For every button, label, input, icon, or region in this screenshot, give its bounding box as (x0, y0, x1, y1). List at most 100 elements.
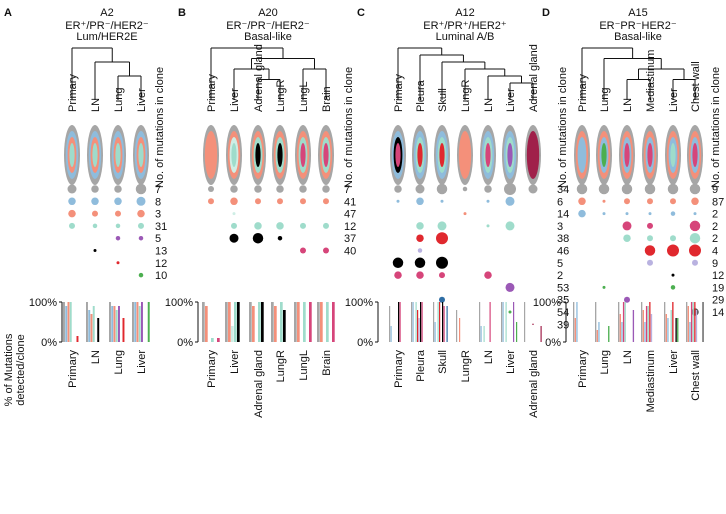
bar (641, 302, 643, 342)
bar (420, 302, 422, 342)
sample-label: LN (90, 98, 102, 112)
tumour-ellipse (601, 143, 607, 167)
clone-bubble (276, 185, 284, 193)
bar (483, 326, 485, 342)
bar (90, 314, 93, 342)
clone-bubble (300, 247, 306, 254)
tumour-ellipse (395, 143, 401, 167)
bar (687, 306, 689, 342)
clone-count: 13 (155, 246, 167, 258)
bar (97, 318, 100, 342)
bar (437, 302, 439, 342)
clone-bubble (416, 222, 424, 230)
panel-subtitle: ER⁺/PR⁻/HER2⁻ (65, 20, 149, 32)
bar (234, 302, 237, 342)
bar (479, 302, 481, 342)
clone-bubble (392, 257, 404, 269)
bar (598, 322, 600, 342)
clone-bubble (602, 285, 606, 289)
bar (644, 322, 646, 342)
sample-label: Liver (505, 350, 517, 374)
sample-label: Pleura (415, 349, 427, 382)
bar (252, 306, 255, 342)
bar (280, 302, 283, 342)
bar (138, 306, 141, 342)
sample-label: Liver (229, 88, 241, 112)
bar (576, 302, 578, 342)
tumour-ellipse (92, 143, 98, 167)
clone-bubble (689, 232, 701, 244)
clone-bubble (114, 197, 122, 206)
sample-label: Primary (67, 350, 79, 388)
bar (502, 302, 504, 342)
clone-count: 7 (344, 184, 350, 196)
clone-count: 3 (155, 209, 161, 221)
bar (624, 302, 626, 342)
clone-count: 41 (344, 196, 356, 208)
bar (249, 302, 252, 342)
bar (622, 302, 625, 342)
panel-title: A20 (258, 7, 278, 19)
clone-count: 4 (712, 246, 718, 258)
clone-axis-label: No. of mutations in clone (343, 67, 355, 188)
clone-bubble (484, 185, 492, 193)
bar (672, 302, 674, 342)
bar (202, 302, 205, 342)
clone-bubble (504, 183, 516, 195)
clone-bubble (602, 199, 606, 203)
bar (320, 302, 323, 342)
sample-label: Lung (113, 88, 125, 112)
clone-bubble (277, 235, 283, 241)
clone-bubble (532, 323, 534, 326)
sample-label: LungR (275, 80, 287, 112)
bar (649, 302, 651, 342)
sample-label: Liver (136, 350, 148, 374)
y-tick-label: 0% (41, 337, 57, 349)
clone-bubble (689, 183, 701, 195)
bar (702, 302, 704, 342)
bar (632, 310, 635, 342)
clone-count: 2 (712, 209, 718, 221)
tumour-ellipse (204, 131, 218, 179)
sample-label: Adrenal gland (528, 350, 540, 418)
sample-label: Primary (206, 350, 218, 388)
clone-bubble (486, 199, 490, 203)
bar (642, 310, 644, 342)
clone-bubble (689, 244, 701, 257)
y-tick-label: 100% (533, 297, 561, 309)
sample-label: Adrenal gland (253, 44, 265, 112)
bar (115, 310, 118, 342)
panel-letter: D (542, 7, 550, 19)
clone-count: 10 (155, 270, 167, 282)
bar (86, 302, 88, 342)
sample-label: LN (622, 350, 634, 364)
bar (122, 318, 125, 342)
sample-label: LN (90, 350, 102, 364)
clone-bubble (138, 222, 144, 229)
bar (326, 302, 329, 342)
sample-label: LungR (275, 350, 287, 382)
clone-bubble (208, 186, 214, 192)
panel-subtitle: Basal-like (244, 31, 292, 43)
clone-bubble (92, 210, 98, 217)
clone-count: 19 (712, 282, 724, 294)
clone-bubble (323, 198, 329, 205)
bar (456, 310, 458, 342)
clone-bubble (91, 197, 99, 206)
sample-label: Primary (393, 350, 405, 388)
sample-label: Skull (437, 88, 449, 112)
bar (433, 302, 435, 342)
tumour-ellipse (439, 143, 445, 167)
bar (65, 306, 68, 342)
bar (415, 302, 417, 342)
y-tick-label: 100% (29, 297, 57, 309)
sample-label: Liver (229, 350, 241, 374)
tumour-ellipse (485, 143, 491, 167)
clone-bubble (138, 272, 144, 278)
bar (439, 302, 441, 342)
bar (92, 306, 95, 342)
bar (434, 322, 436, 342)
clone-bubble (417, 248, 423, 253)
clone-bubble (486, 224, 490, 228)
sample-label: Liver (668, 88, 680, 112)
